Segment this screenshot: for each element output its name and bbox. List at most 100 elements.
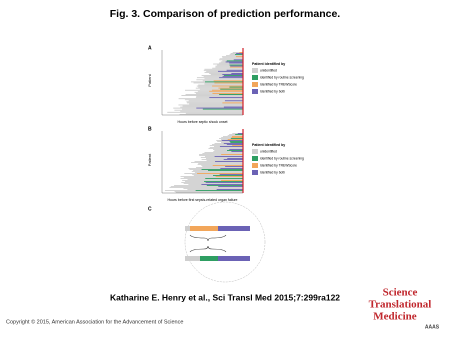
bar — [184, 99, 243, 101]
legend-swatch — [252, 75, 258, 80]
bar — [223, 159, 243, 160]
bar — [227, 150, 243, 151]
bar — [181, 95, 243, 96]
bar — [202, 108, 243, 110]
bar — [223, 75, 243, 77]
legend-label: Identified by both — [260, 170, 285, 174]
bar — [222, 57, 243, 59]
bar — [199, 154, 243, 155]
bar — [225, 166, 243, 167]
legend-label: unidentified — [260, 149, 277, 153]
bar — [221, 154, 243, 155]
bar — [186, 102, 243, 104]
bar — [231, 73, 243, 74]
bar — [219, 146, 243, 147]
legend-label: identified by routine screening — [260, 156, 304, 160]
bar — [213, 151, 243, 152]
bar — [198, 163, 243, 164]
bar — [219, 77, 243, 79]
bar — [213, 175, 243, 176]
bar — [204, 71, 243, 73]
bar — [187, 189, 243, 190]
bar — [188, 100, 243, 102]
bar — [224, 100, 243, 102]
y-axis-label: Patient — [147, 73, 152, 86]
bar — [230, 65, 243, 67]
bar — [215, 161, 243, 162]
bar — [222, 74, 243, 75]
bar — [213, 63, 243, 65]
x-axis-label: Hours before first sepsis-related organ … — [167, 198, 237, 202]
bar — [208, 170, 243, 171]
bar — [209, 90, 243, 92]
bar — [237, 133, 243, 134]
legend-swatch — [252, 156, 258, 161]
bar — [217, 70, 243, 72]
bar — [174, 191, 243, 192]
title: Fig. 3. Comparison of prediction perform… — [110, 8, 341, 20]
brace — [189, 234, 227, 242]
bar — [220, 180, 243, 181]
logo-org: AAAS — [425, 324, 440, 330]
legend-title: Patient identified by — [252, 62, 285, 66]
bar — [227, 139, 243, 140]
logo-line: Science — [383, 287, 418, 299]
bar — [231, 151, 243, 152]
bar — [227, 135, 243, 136]
legend-label: Identified by TREWScore — [260, 82, 297, 86]
bar — [209, 97, 243, 99]
bar — [200, 256, 218, 261]
bar — [220, 168, 243, 169]
legend-swatch — [252, 163, 258, 168]
bar — [180, 110, 243, 112]
bar — [223, 143, 243, 144]
brace — [189, 245, 227, 253]
bar — [229, 64, 243, 66]
bar — [202, 166, 243, 167]
bar — [226, 55, 243, 57]
bar — [220, 88, 243, 90]
bar — [232, 52, 243, 53]
bar — [197, 173, 243, 174]
bar — [179, 113, 243, 115]
bar — [212, 165, 243, 166]
bar — [235, 56, 243, 58]
bar — [170, 186, 243, 187]
bar — [232, 145, 243, 146]
bar — [230, 138, 243, 139]
bar — [175, 192, 243, 193]
bar — [183, 188, 243, 189]
bar — [201, 169, 243, 170]
bar — [229, 86, 243, 88]
legend-label: unidentified — [260, 68, 277, 72]
copyright: Copyright © 2015, American Association f… — [6, 318, 183, 325]
bar — [198, 86, 243, 88]
bar — [212, 92, 243, 94]
bar — [232, 133, 243, 134]
bar — [189, 103, 243, 105]
bar — [178, 98, 243, 100]
bar — [233, 59, 243, 61]
bar — [235, 134, 243, 135]
bar — [221, 56, 243, 58]
bar — [239, 52, 243, 53]
bar — [218, 226, 250, 231]
bar — [205, 178, 243, 179]
bar — [229, 62, 243, 64]
bar — [218, 186, 243, 187]
bar — [167, 111, 243, 113]
bar — [199, 155, 243, 156]
bar — [190, 226, 218, 231]
bar — [204, 83, 243, 85]
bar — [187, 179, 243, 180]
bar — [191, 162, 243, 163]
bar — [236, 53, 243, 54]
bar — [178, 104, 243, 106]
bar — [219, 174, 243, 175]
bar — [205, 182, 243, 183]
legend-label: identified by routine screening — [260, 75, 304, 79]
bar — [180, 176, 243, 177]
bar — [205, 158, 243, 159]
bar — [201, 75, 243, 77]
bar — [183, 183, 243, 184]
